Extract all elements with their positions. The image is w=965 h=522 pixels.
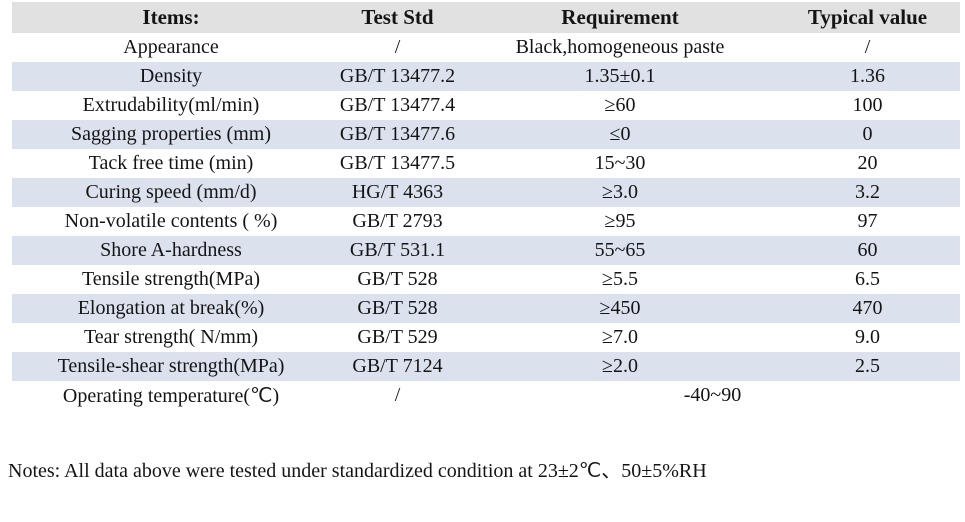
table-row: Extrudability(ml/min) GB/T 13477.4 ≥60 1… <box>12 91 960 120</box>
item-cell: Tear strength( N/mm) <box>83 326 259 348</box>
table-row: Non-volatile contents ( %) GB/T 2793 ≥95… <box>12 207 960 236</box>
requirement-cell: ≤0 <box>465 120 775 149</box>
typical-value-cell: 0 <box>775 120 960 149</box>
typical-value-cell: 9.0 <box>855 326 880 348</box>
test-std-cell: GB/T 528 <box>330 294 465 323</box>
typical-value-cell: 20 <box>857 152 878 174</box>
item-cell: Non-volatile contents ( %) <box>64 210 278 232</box>
table-row: Sagging properties (mm) GB/T 13477.6 ≤0 … <box>12 120 960 149</box>
requirement-cell: ≥60 <box>604 94 636 116</box>
table-header-row: Items: Test Std Requirement Typical valu… <box>12 2 960 33</box>
typical-value-cell: 97 <box>857 210 878 232</box>
column-header-requirement: Requirement <box>465 2 775 33</box>
item-cell: Shore A-hardness <box>12 236 330 265</box>
item-cell: Curing speed (mm/d) <box>12 178 330 207</box>
item-cell: Elongation at break(%) <box>12 294 330 323</box>
requirement-cell: Black,homogeneous paste <box>515 36 725 58</box>
test-std-cell: GB/T 13477.2 <box>330 62 465 91</box>
requirement-cell: 15~30 <box>594 152 646 174</box>
item-cell: Appearance <box>123 36 219 58</box>
requirement-cell: 55~65 <box>465 236 775 265</box>
item-cell: Tack free time (min) <box>88 152 254 174</box>
table-row: Elongation at break(%) GB/T 528 ≥450 470 <box>12 294 960 323</box>
test-std-cell: GB/T 13477.6 <box>330 120 465 149</box>
spec-table: Items: Test Std Requirement Typical valu… <box>12 2 960 410</box>
typical-value-cell: 100 <box>852 94 883 116</box>
requirement-cell: ≥95 <box>604 210 636 232</box>
item-cell: Tensile-shear strength(MPa) <box>12 352 330 381</box>
requirement-cell: ≥3.0 <box>465 178 775 207</box>
requirement-span-cell: -40~90 <box>683 384 742 406</box>
item-cell: Density <box>12 62 330 91</box>
notes-text: Notes: All data above were tested under … <box>8 460 707 482</box>
test-std-cell: GB/T 531.1 <box>330 236 465 265</box>
table-row-operating-temperature: Operating temperature(℃) / -40~90 <box>12 381 960 410</box>
item-cell: Sagging properties (mm) <box>12 120 330 149</box>
typical-value-cell: 6.5 <box>855 268 880 290</box>
test-std-cell: GB/T 13477.5 <box>339 152 456 174</box>
typical-value-cell: 2.5 <box>775 352 960 381</box>
test-std-cell: GB/T 528 <box>357 268 438 290</box>
test-std-cell: GB/T 529 <box>357 326 438 348</box>
typical-value-cell: 470 <box>775 294 960 323</box>
requirement-cell: ≥7.0 <box>602 326 638 348</box>
table-row: Tack free time (min) GB/T 13477.5 15~30 … <box>12 149 960 178</box>
column-header-test-std: Test Std <box>330 2 465 33</box>
test-std-cell: HG/T 4363 <box>330 178 465 207</box>
item-cell: Operating temperature(℃) <box>62 385 280 407</box>
table-row: Curing speed (mm/d) HG/T 4363 ≥3.0 3.2 <box>12 178 960 207</box>
item-cell: Tensile strength(MPa) <box>81 268 260 290</box>
table-row: Shore A-hardness GB/T 531.1 55~65 60 <box>12 236 960 265</box>
requirement-cell: ≥5.5 <box>602 268 638 290</box>
test-std-cell: GB/T 7124 <box>330 352 465 381</box>
table-row: Tear strength( N/mm) GB/T 529 ≥7.0 9.0 <box>12 323 960 352</box>
test-std-cell: GB/T 2793 <box>352 210 443 232</box>
column-header-items: Items: <box>12 2 330 33</box>
column-header-typical-value: Typical value <box>775 2 960 33</box>
test-std-cell: / <box>394 36 401 58</box>
requirement-cell: 1.35±0.1 <box>465 62 775 91</box>
requirement-cell: ≥2.0 <box>465 352 775 381</box>
typical-value-cell: 60 <box>775 236 960 265</box>
typical-value-cell: 1.36 <box>775 62 960 91</box>
table-row: Appearance / Black,homogeneous paste / <box>12 33 960 62</box>
typical-value-cell: / <box>864 36 871 58</box>
requirement-cell: ≥450 <box>465 294 775 323</box>
typical-value-cell: 3.2 <box>775 178 960 207</box>
test-std-cell: / <box>394 384 401 406</box>
table-row: Density GB/T 13477.2 1.35±0.1 1.36 <box>12 62 960 91</box>
test-std-cell: GB/T 13477.4 <box>339 94 456 116</box>
table-row: Tensile-shear strength(MPa) GB/T 7124 ≥2… <box>12 352 960 381</box>
table-row: Tensile strength(MPa) GB/T 528 ≥5.5 6.5 <box>12 265 960 294</box>
item-cell: Extrudability(ml/min) <box>82 94 260 116</box>
